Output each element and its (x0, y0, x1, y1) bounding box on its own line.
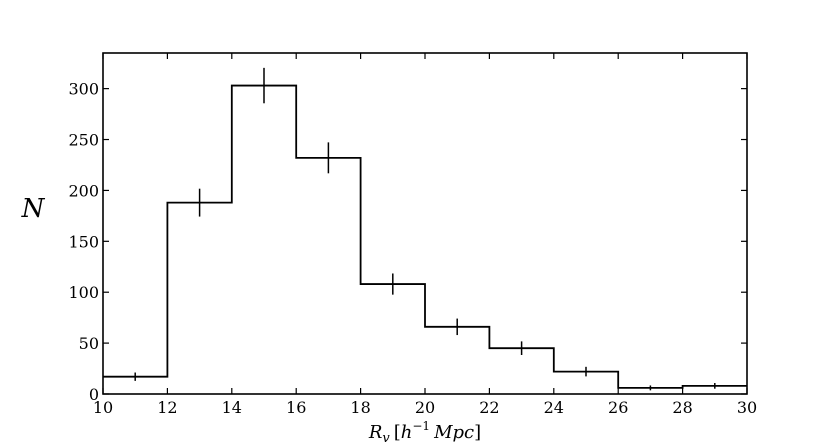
x-tick-label: 12 (157, 398, 177, 417)
y-tick-label: 300 (68, 80, 99, 99)
x-axis-label: Rv [h−1 Mpc] (368, 419, 481, 443)
histogram-bin-6 (425, 327, 489, 394)
y-axis-label: N (21, 194, 46, 224)
x-tick-label: 20 (415, 398, 435, 417)
x-tick-label: 16 (286, 398, 306, 417)
x-tick-label: 26 (608, 398, 628, 417)
plot-area (102, 52, 748, 395)
x-tick-label: 14 (222, 398, 242, 417)
x-tick-label: 18 (350, 398, 370, 417)
y-tick-label: 250 (68, 131, 99, 150)
y-tick-label: 0 (89, 385, 99, 404)
x-tick-label: 10 (93, 398, 113, 417)
x-tick-label: 28 (672, 398, 692, 417)
histogram-bin-7 (489, 348, 553, 394)
y-tick-label: 100 (68, 283, 99, 302)
x-tick-label: 30 (737, 398, 757, 417)
y-tick-label: 50 (79, 334, 99, 353)
histogram-bin-5 (361, 284, 425, 394)
y-tick-label: 150 (68, 232, 99, 251)
histogram-steps (103, 84, 747, 389)
histogram-bin-4 (296, 158, 360, 394)
x-tick-label: 22 (479, 398, 499, 417)
x-tick-label: 24 (544, 398, 564, 417)
histogram-bin-2 (167, 203, 231, 394)
y-tick-label: 200 (68, 181, 99, 200)
histogram-bin-3 (232, 86, 296, 394)
